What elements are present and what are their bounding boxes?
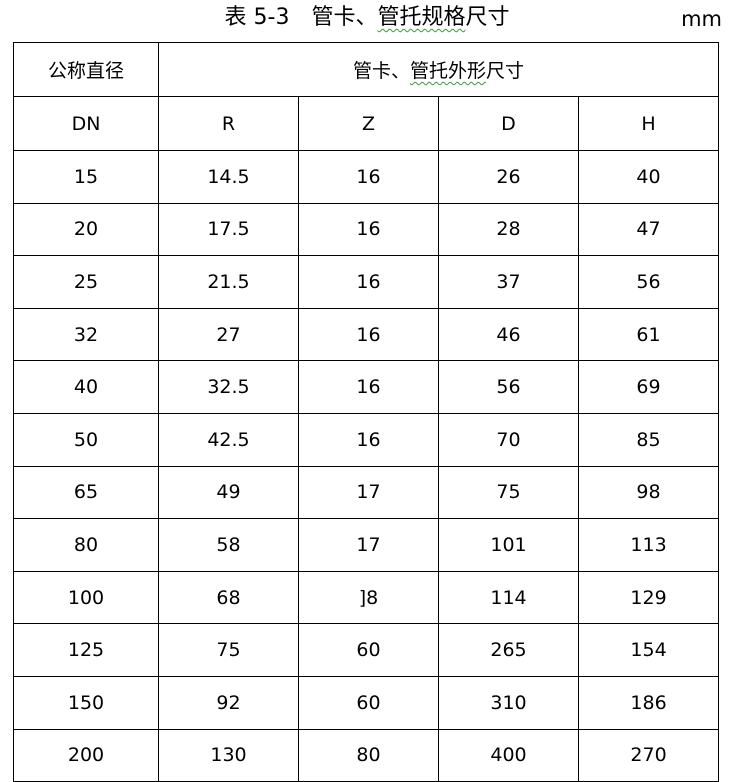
table-row: 150 92 60 310 186	[13, 675, 720, 730]
table-cell: 25	[13, 255, 159, 309]
table-cell: 60	[298, 623, 439, 677]
column-header: R	[158, 96, 299, 151]
unit-label: mm	[681, 7, 722, 31]
table-cell: 98	[577, 465, 720, 520]
subheader-row: DN R Z D H	[13, 96, 720, 151]
table-row: 15 14.5 16 26 40	[13, 150, 720, 204]
table-cell: 50	[13, 412, 159, 467]
table-cell: 16	[298, 202, 439, 257]
table-cell: 16	[298, 150, 439, 204]
table-cell: 68	[158, 570, 299, 625]
table-cell: 101	[438, 518, 579, 572]
table-cell: 113	[577, 518, 720, 572]
table-cell: 17	[298, 465, 439, 520]
table-row: 80 58 17 101 113	[13, 518, 720, 572]
table-cell: 40	[577, 150, 720, 204]
table-cell: 37	[438, 255, 579, 309]
table-cell: ]8	[298, 570, 439, 625]
table-cell: 16	[298, 412, 439, 467]
table-cell: 56	[577, 255, 720, 309]
table-cell: 65	[13, 465, 159, 520]
table-row: 50 42.5 16 70 85	[13, 412, 720, 467]
table-cell: 80	[298, 728, 439, 782]
table-cell: 28	[438, 202, 579, 257]
table-row: 125 75 60 265 154	[13, 623, 720, 677]
table-cell: 42.5	[158, 412, 299, 467]
table-cell: 58	[158, 518, 299, 572]
table-row: 32 27 16 46 61	[13, 307, 720, 362]
table-cell: 75	[158, 623, 299, 677]
table-cell: 265	[438, 623, 579, 677]
header-row: 公称直径 管卡、管托外形尺寸	[13, 42, 720, 97]
table-cell: 130	[158, 728, 299, 782]
table-cell: 56	[438, 360, 579, 414]
table-cell: 14.5	[158, 150, 299, 204]
table-cell: 15	[13, 150, 159, 204]
table-cell: 17.5	[158, 202, 299, 257]
table-cell: 80	[13, 518, 159, 572]
table-cell: 70	[438, 412, 579, 467]
table-cell: 16	[298, 360, 439, 414]
table-cell: 400	[438, 728, 579, 782]
table-row: 40 32.5 16 56 69	[13, 360, 720, 414]
table-title: 表 5-3 管卡、管托规格尺寸	[224, 5, 510, 30]
table-cell: 47	[577, 202, 720, 257]
table-cell: 26	[438, 150, 579, 204]
column-header: Z	[298, 96, 439, 151]
table-cell: 32	[13, 307, 159, 362]
table-cell: 49	[158, 465, 299, 520]
table-row: 20 17.5 16 28 47	[13, 202, 720, 257]
table-cell: 61	[577, 307, 720, 362]
spec-table: 公称直径 管卡、管托外形尺寸 DN R Z D H 15 14.5 16 26 40 20 17.5…	[13, 42, 720, 782]
table-cell: 129	[577, 570, 720, 625]
table-cell: 200	[13, 728, 159, 782]
column-header: H	[577, 96, 720, 151]
table-cell: 17	[298, 518, 439, 572]
table-cell: 75	[438, 465, 579, 520]
table-cell: 186	[577, 675, 720, 730]
table-cell: 85	[577, 412, 720, 467]
table-cell: 60	[298, 675, 439, 730]
table-cell: 16	[298, 307, 439, 362]
table-cell: 100	[13, 570, 159, 625]
table-row: 200 130 80 400 270	[13, 728, 720, 782]
table-row: 100 68]8 114 129	[13, 570, 720, 625]
header-dimensions: 管卡、管托外形尺寸	[157, 42, 720, 97]
column-header: D	[438, 96, 579, 151]
table-cell: 27	[158, 307, 299, 362]
table-cell: 310	[438, 675, 579, 730]
table-cell: 32.5	[158, 360, 299, 414]
table-cell: 69	[577, 360, 720, 414]
table-cell: 20	[13, 202, 159, 257]
table-cell: 92	[158, 675, 299, 730]
table-cell: 270	[577, 728, 720, 782]
table-cell: 154	[577, 623, 720, 677]
header-nominal-diameter: 公称直径	[13, 42, 159, 97]
table-cell: 150	[13, 675, 159, 730]
table-row: 25 21.5 16 37 56	[13, 255, 720, 309]
table-row: 65 49 17 75 98	[13, 465, 720, 520]
table-cell: 125	[13, 623, 159, 677]
table-cell: 40	[13, 360, 159, 414]
table-cell: 21.5	[158, 255, 299, 309]
table-cell: 16	[298, 255, 439, 309]
table-cell: 46	[438, 307, 579, 362]
column-header: DN	[13, 96, 159, 151]
table-cell: 114	[438, 570, 579, 625]
